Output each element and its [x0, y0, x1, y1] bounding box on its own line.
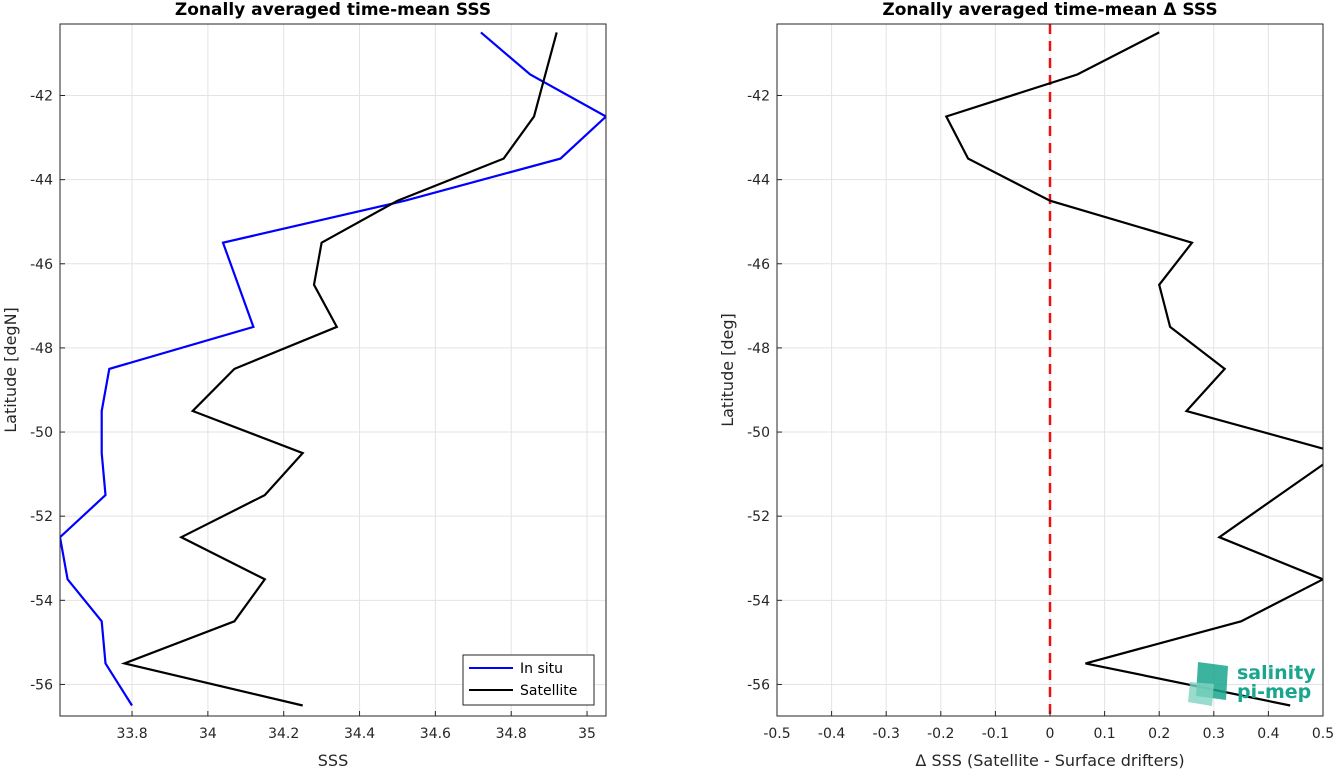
left-y-tick-label: -42: [30, 89, 53, 105]
left-x-tick-label: 33.8: [116, 726, 147, 742]
left-y-tick-label: -48: [30, 341, 53, 357]
left-y-tick-label: -54: [30, 593, 53, 609]
right-x-tick-label: 0.5: [1312, 726, 1334, 742]
left-series-in-situ-line: [60, 31, 606, 707]
right-x-tick-label: -0.3: [873, 726, 900, 742]
right-y-tick-label: -46: [747, 257, 770, 273]
right-x-tick-label: -0.2: [927, 726, 954, 742]
salinity-pi-mep-logo: salinity pi-mep: [1188, 662, 1316, 706]
legend: In situ Satellite: [462, 654, 595, 706]
left-plot-area: [60, 24, 606, 716]
right-y-tick-label: -42: [747, 89, 770, 105]
logo-line2: pi-mep: [1237, 681, 1311, 703]
left-x-tick-label: 34.6: [420, 726, 451, 742]
right-ticks: -0.5 -0.4 -0.3 -0.2 -0.1 0 0.1 0.2 0.3 0.4 0.5 -42 -…: [747, 89, 1334, 742]
right-x-tick-label: 0.2: [1148, 726, 1170, 742]
left-y-tick-label: -52: [30, 509, 53, 525]
left-axes-box: [59, 23, 607, 717]
right-y-tick-label: -50: [747, 425, 770, 441]
left-y-tick-label: -46: [30, 257, 53, 273]
left-x-tick-label: 34.8: [496, 726, 527, 742]
left-ticks: 33.8 34 34.2 34.4 34.6 34.8 35 -42 -44 -46 -48 -50 -…: [30, 89, 596, 742]
right-x-tick-label: -0.1: [982, 726, 1009, 742]
logo-wave-shadow-icon: [1188, 682, 1214, 706]
left-x-tick-label: 34.2: [268, 726, 299, 742]
right-x-tick-label: -0.5: [763, 726, 790, 742]
left-series-satellite-line: [120, 32, 558, 707]
right-series-group: [944, 24, 1323, 716]
right-y-tick-label: -48: [747, 341, 770, 357]
right-x-axis-label: Δ SSS (Satellite - Surface drifters): [915, 751, 1184, 769]
left-panel: 33.8 34 34.2 34.4 34.6 34.8 35 -42 -44 -46 -48 -50 -…: [1, 0, 607, 769]
left-x-tick-label: 34: [199, 726, 217, 742]
legend-box: [462, 654, 595, 706]
left-x-axis-label: SSS: [318, 751, 348, 769]
right-y-tick-label: -56: [747, 677, 770, 693]
right-panel: -0.5 -0.4 -0.3 -0.2 -0.1 0 0.1 0.2 0.3 0.4 0.5 -42 -…: [718, 0, 1334, 769]
right-x-tick-label: -0.4: [818, 726, 845, 742]
left-x-tick-label: 34.4: [344, 726, 375, 742]
left-series-group: [60, 31, 606, 707]
left-y-tick-label: -56: [30, 677, 53, 693]
logo-line1: salinity: [1237, 662, 1316, 684]
legend-satellite-label: Satellite: [520, 683, 577, 699]
right-series-delta-sss-line: [944, 31, 1323, 707]
right-chart-title: Zonally averaged time-mean Δ SSS: [882, 0, 1217, 20]
right-y-axis-label: Latitude [deg]: [718, 313, 737, 427]
right-y-tick-label: -54: [747, 593, 770, 609]
left-y-tick-label: -44: [30, 173, 53, 189]
right-y-tick-label: -52: [747, 509, 770, 525]
left-grid: [60, 24, 606, 716]
left-y-tick-label: -50: [30, 425, 53, 441]
left-chart-title: Zonally averaged time-mean SSS: [175, 0, 491, 20]
left-y-axis-label: Latitude [degN]: [1, 307, 20, 433]
legend-in-situ-label: In situ: [520, 661, 563, 677]
right-x-tick-label: 0: [1046, 726, 1055, 742]
right-x-tick-label: 0.3: [1203, 726, 1225, 742]
right-x-tick-label: 0.1: [1093, 726, 1115, 742]
left-x-tick-label: 35: [578, 726, 596, 742]
right-y-tick-label: -44: [747, 173, 770, 189]
right-x-tick-label: 0.4: [1257, 726, 1279, 742]
